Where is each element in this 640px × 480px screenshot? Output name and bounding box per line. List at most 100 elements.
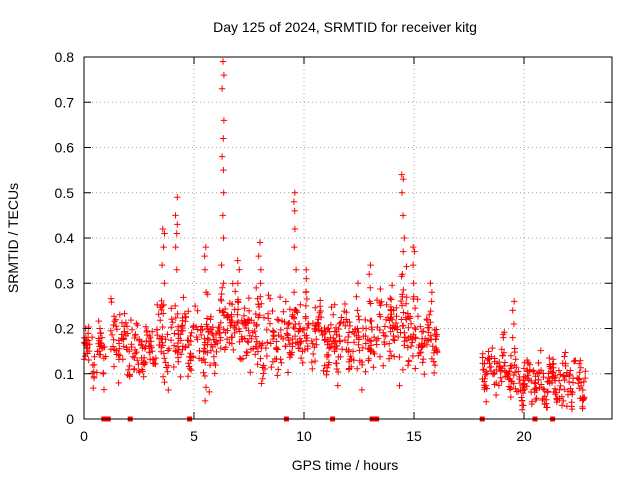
data-point [219, 212, 227, 219]
data-point [569, 375, 577, 382]
data-point [135, 367, 143, 375]
data-point [161, 378, 168, 386]
data-point [220, 234, 227, 242]
data-point [382, 316, 390, 323]
data-point [549, 373, 556, 381]
data-point [194, 307, 201, 314]
data-point [359, 361, 366, 368]
data-point [410, 293, 417, 300]
data-point [498, 367, 506, 374]
data-point [177, 351, 185, 358]
data-point [321, 337, 328, 344]
data-point [161, 280, 168, 287]
data-point [123, 323, 131, 330]
data-point [296, 335, 304, 342]
data-point [235, 299, 242, 306]
data-point [224, 327, 231, 334]
x-tick-label: 20 [516, 428, 532, 444]
y-tick-label: 0.3 [55, 275, 75, 291]
data-point [129, 353, 137, 360]
data-point [515, 388, 522, 395]
data-point [147, 342, 155, 350]
data-point [362, 340, 369, 347]
data-point [86, 347, 93, 355]
data-point [507, 393, 514, 401]
data-point [172, 243, 179, 251]
data-point [414, 296, 421, 303]
data-point [421, 339, 428, 347]
data-point [303, 337, 310, 344]
data-point [303, 295, 311, 303]
data-point [362, 368, 369, 375]
data-point [293, 307, 300, 314]
data-point [412, 334, 419, 341]
data-point [568, 405, 576, 413]
data-point [405, 358, 412, 365]
data-point [387, 295, 394, 302]
data-point [311, 325, 318, 333]
data-point [505, 383, 513, 390]
data-point [239, 355, 247, 362]
data-point [168, 316, 175, 323]
data-point [255, 303, 263, 311]
data-point [497, 374, 504, 381]
data-point [220, 326, 227, 333]
data-point [526, 366, 533, 373]
data-point [402, 300, 410, 307]
data-point [180, 294, 187, 301]
data-point [390, 332, 397, 340]
data-point [142, 323, 150, 330]
data-point [428, 298, 435, 305]
data-point [569, 389, 576, 396]
data-point [582, 374, 589, 382]
data-point [217, 344, 224, 352]
data-point [354, 280, 362, 287]
data-point [373, 296, 381, 304]
data-point [187, 357, 194, 364]
data-point [295, 328, 302, 335]
data-point [184, 373, 192, 380]
data-point [156, 341, 163, 349]
data-point [401, 334, 409, 341]
data-point [489, 344, 496, 352]
data-point [291, 325, 298, 332]
data-point [121, 310, 128, 317]
data-point [131, 334, 138, 342]
data-point [259, 340, 266, 347]
data-point [136, 337, 143, 344]
data-point [561, 376, 568, 384]
data-point [532, 396, 539, 404]
data-point [577, 379, 585, 386]
data-point [254, 348, 262, 355]
data-point [220, 280, 227, 287]
data-point [317, 314, 325, 321]
data-point [266, 320, 274, 327]
data-point [399, 366, 407, 373]
data-point [245, 339, 252, 346]
data-point [324, 341, 331, 348]
data-point [417, 348, 424, 356]
data-point [155, 311, 162, 318]
y-tick-label: 0 [66, 411, 74, 427]
data-point [96, 343, 103, 350]
data-point [233, 319, 241, 327]
data-point [324, 326, 331, 333]
data-point [189, 324, 197, 331]
data-point [528, 400, 535, 408]
data-point [525, 372, 532, 379]
data-point [138, 366, 146, 373]
data-point [420, 355, 427, 363]
data-point [173, 266, 180, 273]
data-point [172, 302, 179, 310]
data-point [411, 248, 418, 255]
data-point [501, 359, 509, 366]
data-point [495, 382, 503, 389]
grid-lines [84, 57, 612, 419]
data-point [142, 343, 149, 350]
data-point [337, 353, 344, 360]
data-point [115, 351, 122, 358]
data-point [345, 329, 353, 336]
data-point [386, 348, 394, 355]
data-point [342, 322, 349, 330]
data-point [157, 335, 165, 342]
